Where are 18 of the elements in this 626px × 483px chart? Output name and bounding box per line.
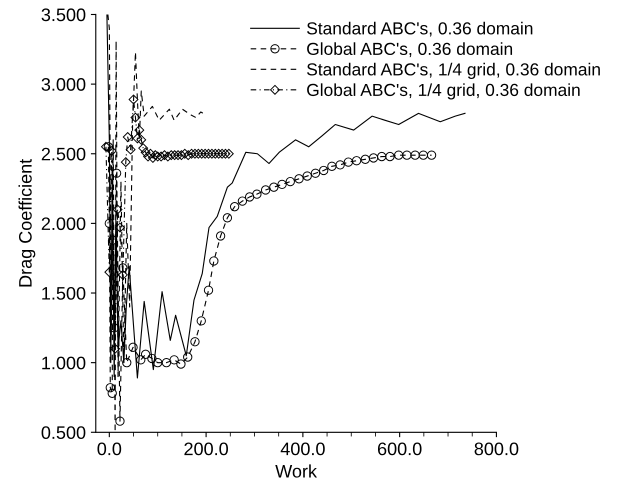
x-tick-label: 800.0 — [474, 442, 518, 456]
x-tick-label: 0.0 — [97, 442, 122, 456]
y-tick-label: 2.000 — [42, 217, 86, 230]
x-axis-title: Work — [275, 464, 318, 478]
x-tick-label: 400.0 — [280, 442, 325, 456]
legend-label: Standard ABC's, 0.36 domain — [307, 22, 532, 37]
y-tick-label: 3.000 — [42, 78, 86, 91]
legend-label: Global ABC's, 0.36 domain — [307, 42, 512, 58]
y-tick-label: 1.000 — [42, 356, 86, 370]
x-tick-label: 600.0 — [378, 442, 422, 456]
y-tick-label: 1.500 — [42, 286, 86, 300]
y-tick-label: 0.500 — [42, 426, 86, 440]
legend-label: Standard ABC's, 1/4 grid, 0.36 domain — [307, 62, 600, 79]
y-axis-title: Drag Coefficient — [18, 158, 36, 286]
y-tick-label: 3.500 — [42, 8, 86, 22]
y-tick-label: 2.500 — [42, 148, 86, 160]
x-tick-label: 200.0 — [184, 442, 228, 456]
legend-label: Global ABC's, 1/4 grid, 0.36 domain — [307, 83, 580, 100]
